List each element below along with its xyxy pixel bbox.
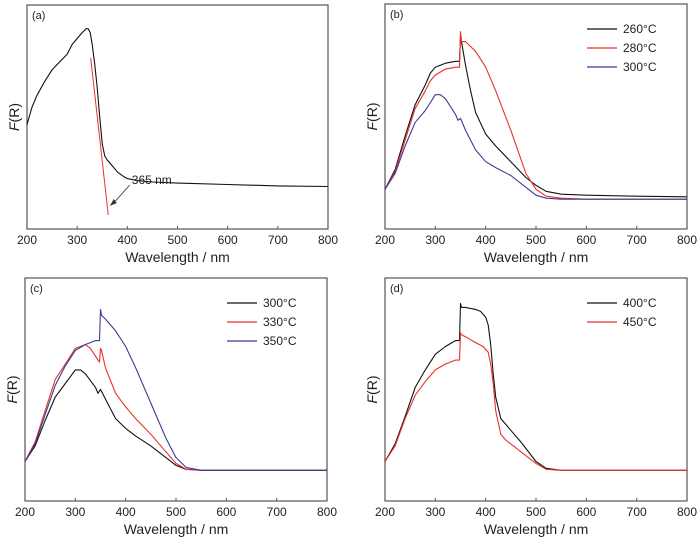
legend-label: 300°C bbox=[623, 60, 657, 74]
x-tick-label: 700 bbox=[627, 233, 647, 247]
x-tick-label: 800 bbox=[677, 233, 697, 247]
x-tick-label: 400 bbox=[476, 505, 496, 519]
x-tick-label: 600 bbox=[216, 505, 236, 519]
panel-label: (a) bbox=[32, 10, 45, 22]
y-axis-title-r: (R) bbox=[364, 103, 380, 122]
series-line-3 bbox=[24, 308, 327, 471]
x-axis-title: Wavelength / nm bbox=[125, 249, 230, 265]
y-axis-title-r: (R) bbox=[6, 103, 22, 122]
y-axis-title: F(R) bbox=[364, 103, 380, 131]
y-axis-title-r: (R) bbox=[4, 376, 20, 395]
panel-label: (c) bbox=[30, 283, 43, 295]
legend-label: 300°C bbox=[263, 296, 297, 310]
plot-frame bbox=[384, 277, 688, 502]
x-tick-label: 400 bbox=[116, 505, 136, 519]
x-axis-title: Wavelength / nm bbox=[484, 249, 589, 265]
series-line-2 bbox=[384, 332, 687, 471]
y-axis-title-r: (R) bbox=[364, 376, 380, 395]
chart-panel-d: 200 300 400 500 600 700 800 Wavelength / nm F(R)… bbox=[364, 277, 697, 537]
x-tick-label: 700 bbox=[267, 505, 287, 519]
x-axis-title: Wavelength / nm bbox=[484, 521, 589, 537]
x-tick-label: 600 bbox=[576, 233, 596, 247]
x-tick-label: 700 bbox=[268, 233, 288, 247]
x-tick-label: 200 bbox=[15, 505, 35, 519]
x-tick-label: 500 bbox=[526, 505, 546, 519]
chart-panel-c: 200 300 400 500 600 700 800 Wavelength / nm F(R)… bbox=[4, 277, 337, 537]
x-tick-label: 800 bbox=[677, 505, 697, 519]
x-tick-label: 300 bbox=[65, 505, 85, 519]
series-line-2 bbox=[384, 31, 687, 200]
x-tick-label: 800 bbox=[318, 233, 338, 247]
y-axis-title-f: F bbox=[4, 394, 20, 404]
series-line-1 bbox=[24, 369, 327, 471]
legend-label: 350°C bbox=[263, 334, 297, 348]
y-axis-title-f: F bbox=[364, 394, 380, 404]
x-tick-label: 300 bbox=[425, 233, 445, 247]
annotation-arrowhead-icon bbox=[109, 199, 117, 206]
y-axis-title-f: F bbox=[6, 121, 22, 131]
x-tick-label: 500 bbox=[526, 233, 546, 247]
legend-label: 450°C bbox=[623, 315, 657, 329]
y-axis-title: F(R) bbox=[364, 376, 380, 404]
x-tick-label: 800 bbox=[317, 505, 337, 519]
series-line-3 bbox=[384, 94, 687, 200]
series-line-1 bbox=[384, 35, 688, 198]
x-tick-label: 700 bbox=[627, 505, 647, 519]
legend: 300°C 330°C 350°C bbox=[227, 296, 297, 348]
annotation-label: 365 nm bbox=[132, 173, 172, 187]
y-axis-title-f: F bbox=[364, 121, 380, 131]
x-tick-label: 300 bbox=[67, 233, 87, 247]
series-line-1 bbox=[384, 302, 687, 471]
x-tick-label: 600 bbox=[218, 233, 238, 247]
panel-label: (b) bbox=[390, 9, 403, 21]
x-tick-label: 200 bbox=[375, 505, 395, 519]
tangent-line bbox=[90, 58, 109, 216]
chart-panel-b: 200 300 400 500 600 700 800 Wavelength / nm F(R)… bbox=[364, 3, 697, 265]
y-axis-title: F(R) bbox=[6, 103, 22, 131]
series-line-1 bbox=[26, 28, 329, 188]
x-tick-label: 500 bbox=[166, 505, 186, 519]
legend-label: 280°C bbox=[623, 41, 657, 55]
series-line-2 bbox=[24, 343, 327, 471]
plot-frame bbox=[24, 277, 328, 502]
x-tick-label: 200 bbox=[375, 233, 395, 247]
legend-label: 330°C bbox=[263, 315, 297, 329]
x-axis-title: Wavelength / nm bbox=[124, 521, 229, 537]
legend-label: 260°C bbox=[623, 22, 657, 36]
annotation-arrow-line bbox=[112, 184, 131, 205]
y-axis-title: F(R) bbox=[4, 376, 20, 404]
x-tick-label: 600 bbox=[576, 505, 596, 519]
panel-label: (d) bbox=[390, 283, 403, 295]
x-tick-label: 200 bbox=[17, 233, 37, 247]
x-tick-label: 400 bbox=[117, 233, 137, 247]
legend: 400°C 450°C bbox=[587, 296, 657, 329]
x-tick-label: 500 bbox=[167, 233, 187, 247]
x-tick-label: 300 bbox=[425, 505, 445, 519]
legend: 260°C 280°C 300°C bbox=[587, 22, 657, 74]
x-tick-label: 400 bbox=[476, 233, 496, 247]
legend-label: 400°C bbox=[623, 296, 657, 310]
chart-panel-a: 200 300 400 500 600 700 800 Wavelength / nm F(R)… bbox=[6, 4, 338, 265]
plot-frame bbox=[26, 4, 329, 230]
